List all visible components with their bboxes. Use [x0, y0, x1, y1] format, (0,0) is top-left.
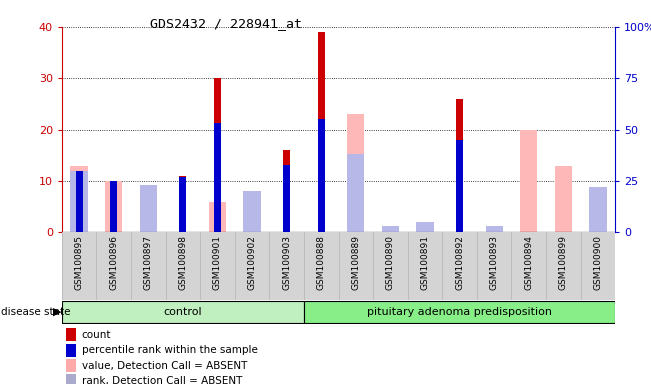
Bar	[381, 226, 399, 232]
Bar	[76, 170, 83, 232]
Bar	[318, 32, 325, 232]
Text: control: control	[163, 306, 202, 316]
Text: GSM100900: GSM100900	[594, 235, 602, 290]
Bar	[589, 191, 607, 232]
Bar	[381, 227, 399, 232]
Bar	[70, 170, 88, 232]
Bar	[214, 123, 221, 232]
Text: GSM100888: GSM100888	[317, 235, 326, 290]
Text: GSM100895: GSM100895	[75, 235, 83, 290]
FancyBboxPatch shape	[62, 301, 303, 323]
Text: GSM100898: GSM100898	[178, 235, 187, 290]
Text: GSM100893: GSM100893	[490, 235, 499, 290]
Bar	[214, 78, 221, 232]
Bar	[283, 164, 290, 232]
Bar	[283, 150, 290, 232]
Bar	[70, 166, 88, 232]
Text: count: count	[82, 329, 111, 339]
Bar	[209, 202, 226, 232]
Text: GSM100891: GSM100891	[421, 235, 430, 290]
Text: GSM100903: GSM100903	[282, 235, 291, 290]
Bar	[243, 191, 260, 232]
Bar	[140, 186, 157, 232]
Bar	[110, 181, 117, 232]
Text: GSM100899: GSM100899	[559, 235, 568, 290]
Bar	[456, 99, 463, 232]
Text: GSM100889: GSM100889	[352, 235, 360, 290]
Text: GSM100897: GSM100897	[144, 235, 153, 290]
Bar	[243, 191, 260, 232]
Text: GSM100902: GSM100902	[247, 235, 256, 290]
Bar	[318, 119, 325, 232]
Bar	[66, 359, 76, 372]
Text: pituitary adenoma predisposition: pituitary adenoma predisposition	[367, 306, 552, 316]
Bar	[520, 130, 537, 232]
Text: GSM100901: GSM100901	[213, 235, 222, 290]
Bar	[589, 187, 607, 232]
Bar	[417, 222, 434, 232]
Bar	[486, 226, 503, 232]
Text: GSM100890: GSM100890	[386, 235, 395, 290]
Bar	[105, 181, 122, 232]
Text: GSM100894: GSM100894	[524, 235, 533, 290]
Bar	[66, 374, 76, 384]
Text: value, Detection Call = ABSENT: value, Detection Call = ABSENT	[82, 361, 247, 371]
Bar	[140, 185, 157, 232]
Text: disease state: disease state	[1, 307, 71, 317]
Bar	[347, 154, 365, 232]
Text: ▶: ▶	[53, 307, 62, 317]
Text: GSM100892: GSM100892	[455, 235, 464, 290]
Text: rank, Detection Call = ABSENT: rank, Detection Call = ABSENT	[82, 376, 242, 384]
Bar	[555, 166, 572, 232]
Bar	[66, 344, 76, 357]
Bar	[347, 114, 365, 232]
Text: GSM100896: GSM100896	[109, 235, 118, 290]
Text: GDS2432 / 228941_at: GDS2432 / 228941_at	[150, 17, 301, 30]
Bar	[180, 177, 186, 232]
Bar	[66, 328, 76, 341]
Bar	[180, 176, 186, 232]
FancyBboxPatch shape	[304, 301, 615, 323]
Bar	[456, 140, 463, 232]
Text: percentile rank within the sample: percentile rank within the sample	[82, 345, 258, 355]
